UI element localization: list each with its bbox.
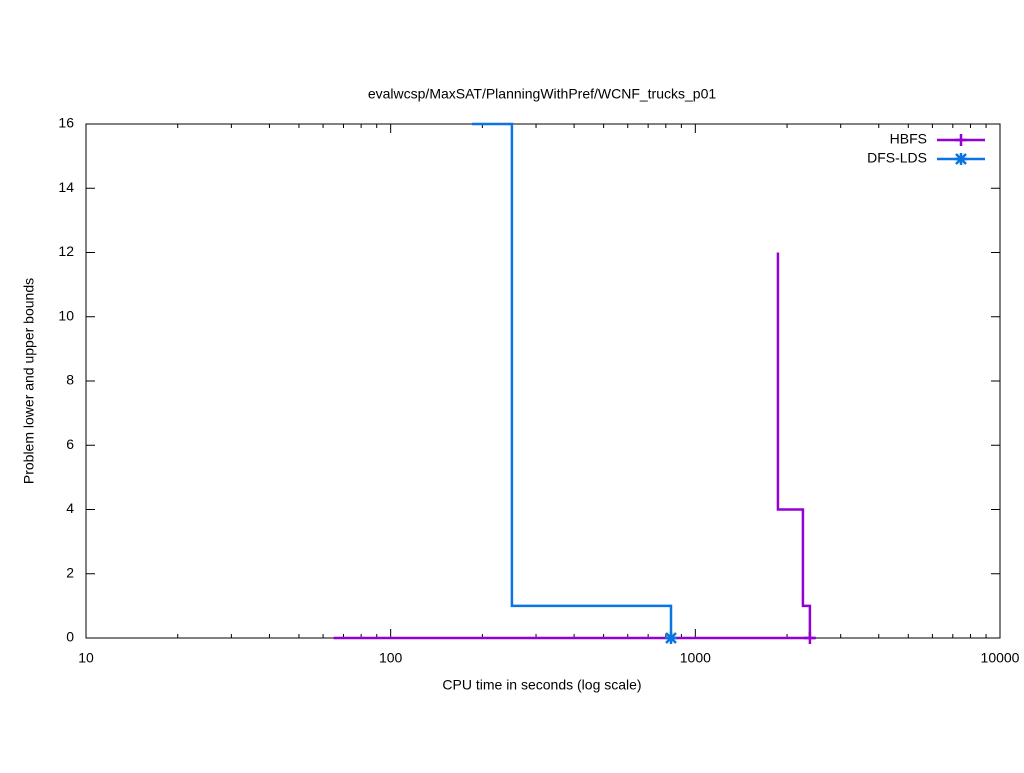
y-tick-label: 14 bbox=[58, 179, 74, 195]
point-marker bbox=[664, 632, 677, 644]
x-tick-label: 1000 bbox=[680, 650, 711, 666]
x-axis-label: CPU time in seconds (log scale) bbox=[442, 677, 641, 693]
x-tick-label: 100 bbox=[379, 650, 403, 666]
y-tick-label: 8 bbox=[66, 372, 74, 388]
chart-title: evalwcsp/MaxSAT/PlanningWithPref/WCNF_tr… bbox=[368, 86, 717, 102]
legend-label: DFS-LDS bbox=[867, 150, 927, 166]
y-tick-label: 12 bbox=[58, 243, 74, 259]
point-marker bbox=[803, 632, 816, 644]
legend-marker bbox=[955, 134, 967, 146]
y-tick-label: 2 bbox=[66, 564, 74, 580]
legend-marker bbox=[955, 153, 967, 165]
y-tick-label: 10 bbox=[58, 307, 74, 323]
x-tick-label: 10000 bbox=[981, 650, 1020, 666]
y-tick-label: 16 bbox=[58, 115, 74, 131]
y-axis-label: Problem lower and upper bounds bbox=[21, 278, 37, 484]
series-line bbox=[333, 252, 815, 640]
y-tick-label: 6 bbox=[66, 436, 74, 452]
y-tick-label: 0 bbox=[66, 629, 74, 645]
x-tick-label: 10 bbox=[78, 650, 94, 666]
plot-frame bbox=[85, 123, 1001, 639]
series-line bbox=[472, 122, 673, 638]
legend-label: HBFS bbox=[890, 131, 927, 147]
y-tick-label: 4 bbox=[66, 500, 74, 516]
